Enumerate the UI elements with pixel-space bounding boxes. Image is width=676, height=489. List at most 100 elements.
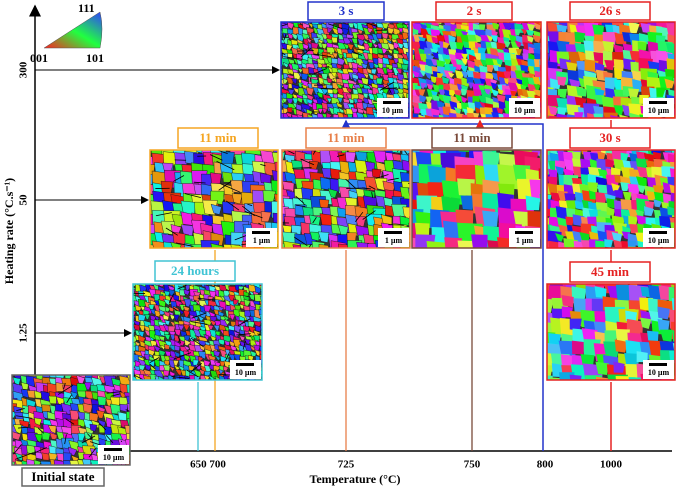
grain xyxy=(148,348,156,356)
grain xyxy=(184,339,191,346)
boundary xyxy=(16,415,33,419)
grain xyxy=(614,339,628,353)
grain xyxy=(254,324,262,332)
boundary xyxy=(193,181,206,184)
grain xyxy=(602,40,615,53)
grain xyxy=(210,203,222,215)
grain xyxy=(455,52,463,61)
grain xyxy=(414,222,430,238)
grain xyxy=(490,35,498,43)
grain xyxy=(619,250,629,260)
grain xyxy=(515,78,524,87)
map-border xyxy=(411,149,542,249)
boundary xyxy=(190,321,208,325)
grain xyxy=(450,30,457,37)
grain xyxy=(593,22,604,26)
ipf-label: 111 xyxy=(78,1,95,15)
grain xyxy=(613,361,625,373)
grain xyxy=(41,431,51,441)
grain xyxy=(327,188,338,199)
grain xyxy=(209,379,219,380)
grain xyxy=(597,151,606,160)
grain xyxy=(157,375,165,380)
grain xyxy=(620,152,629,161)
panel-label: 26 s xyxy=(599,3,620,18)
grains xyxy=(412,22,541,118)
scale-label: 1 µm xyxy=(516,236,534,245)
grain xyxy=(223,375,230,380)
grain xyxy=(260,211,272,222)
grain xyxy=(420,82,427,89)
grain xyxy=(442,76,450,85)
grain xyxy=(595,361,609,376)
grain xyxy=(636,351,648,363)
scale-label: 10 µm xyxy=(514,106,536,115)
grain xyxy=(345,86,353,93)
grain xyxy=(148,379,151,380)
grain xyxy=(620,199,633,212)
grain xyxy=(321,107,328,114)
grain xyxy=(574,200,585,210)
grain xyxy=(466,59,476,69)
grain xyxy=(306,37,313,44)
grain xyxy=(200,240,220,248)
boundary xyxy=(283,56,303,60)
grain xyxy=(250,345,256,352)
grain xyxy=(165,306,172,313)
grain xyxy=(491,22,500,30)
grain xyxy=(492,101,500,109)
grain xyxy=(317,231,330,243)
grain xyxy=(540,248,553,261)
grain xyxy=(627,246,643,248)
ebsd-map: 1 µm xyxy=(411,149,542,249)
grain xyxy=(385,117,388,118)
boundary xyxy=(351,51,363,56)
grain xyxy=(424,72,432,80)
boundary xyxy=(355,211,364,223)
grain xyxy=(282,61,289,68)
grain xyxy=(480,59,488,67)
map-border xyxy=(149,149,279,249)
grain xyxy=(637,185,646,194)
x-tick-label: 650 700 xyxy=(190,459,226,471)
grain xyxy=(548,105,559,116)
map-border xyxy=(132,283,263,381)
grain xyxy=(533,89,541,97)
grain xyxy=(259,381,268,390)
grain xyxy=(154,380,162,388)
grain xyxy=(188,375,196,380)
grain xyxy=(431,90,438,98)
boundary xyxy=(111,393,121,397)
grain xyxy=(571,286,587,302)
grain xyxy=(223,318,231,326)
grain xyxy=(138,324,146,332)
panel-label-box xyxy=(569,261,651,283)
grain xyxy=(580,158,591,170)
grain xyxy=(224,340,231,346)
grain xyxy=(461,53,468,61)
grain xyxy=(449,65,457,73)
grain xyxy=(158,381,166,389)
boundary xyxy=(190,337,205,348)
map-border xyxy=(11,374,131,466)
grain xyxy=(142,374,153,380)
grain xyxy=(168,306,175,312)
boundary xyxy=(57,384,74,395)
boundary xyxy=(242,340,246,350)
boundary xyxy=(362,210,376,220)
grain xyxy=(456,64,463,71)
grain xyxy=(611,167,621,177)
grain xyxy=(282,83,289,91)
grain xyxy=(281,97,288,104)
grain xyxy=(20,382,29,390)
grain xyxy=(595,247,604,248)
grain xyxy=(244,339,251,345)
grain xyxy=(455,112,464,118)
boundary xyxy=(308,243,312,248)
grain xyxy=(615,376,630,380)
panel-label-box xyxy=(435,1,513,21)
grain xyxy=(12,461,15,465)
grain xyxy=(214,375,221,380)
x-tick-label: 1000 xyxy=(600,459,623,471)
ebsd-map: 10 µm xyxy=(546,283,676,381)
